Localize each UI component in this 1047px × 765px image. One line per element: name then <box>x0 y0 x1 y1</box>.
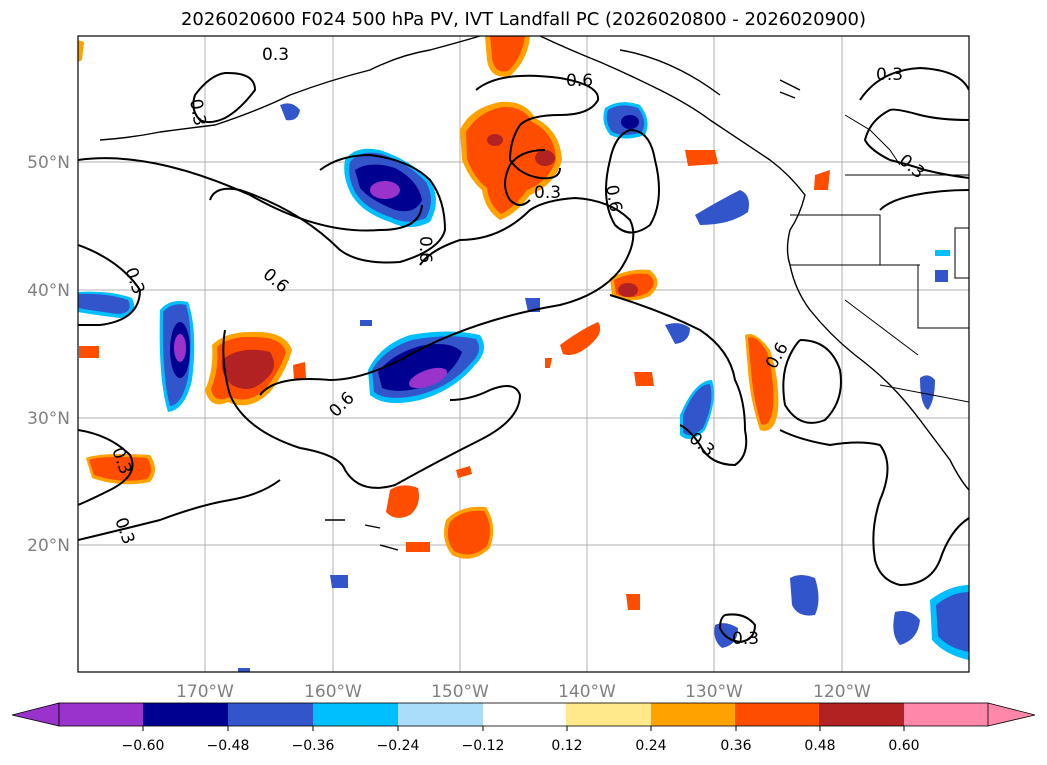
colorbar-segment <box>735 703 821 726</box>
contour-label: 0.3 <box>876 65 903 85</box>
lon-label: 130°W <box>685 682 743 702</box>
lat-label: 40°N <box>27 281 70 301</box>
lon-label: 160°W <box>304 682 362 702</box>
contour-label: 0.3 <box>262 45 289 65</box>
pv-contours <box>78 66 969 644</box>
contour-label: 0.6 <box>415 236 435 263</box>
colorbar-tick-label: 0.36 <box>720 738 751 754</box>
colorbar-tick-label: −0.60 <box>122 738 165 754</box>
lat-label: 30°N <box>27 409 70 429</box>
contour-label: 0.3 <box>732 629 759 649</box>
lon-label: 170°W <box>176 682 234 702</box>
contour-label: 0.3 <box>185 97 209 127</box>
colorbar-tick-label: −0.24 <box>377 738 420 754</box>
lon-label: 120°W <box>813 682 871 702</box>
colorbar: −0.60 −0.48 −0.36 −0.24 −0.12 0.12 0.24 … <box>11 702 1036 754</box>
colorbar-segment <box>398 703 484 726</box>
colorbar-segment <box>228 703 314 726</box>
colorbar-tick-label: 0.60 <box>888 738 919 754</box>
gridlines <box>78 36 969 672</box>
lat-label: 50°N <box>27 153 70 173</box>
colorbar-tick-label: 0.24 <box>635 738 666 754</box>
coastlines <box>99 36 969 551</box>
colorbar-extend-low <box>11 702 60 727</box>
colorbar-tick-label: 0.12 <box>551 738 582 754</box>
lon-label: 140°W <box>558 682 616 702</box>
contour-label: 0.6 <box>566 71 593 91</box>
negative-anomaly-areas <box>78 102 969 672</box>
lon-label: 150°W <box>431 682 489 702</box>
lat-label: 20°N <box>27 536 70 556</box>
colorbar-tick-label: −0.36 <box>292 738 335 754</box>
colorbar-segment <box>566 703 652 726</box>
colorbar-segment <box>819 703 905 726</box>
contour-label: 0.3 <box>534 183 561 203</box>
latitude-labels: 50°N 40°N 30°N 20°N <box>27 153 70 556</box>
colorbar-segment <box>483 703 569 726</box>
contour-label: 0.6 <box>601 183 625 213</box>
colorbar-extend-high <box>904 703 1035 726</box>
colorbar-tick-label: −0.12 <box>462 738 505 754</box>
colorbar-segment <box>651 703 737 726</box>
colorbar-segment <box>143 703 229 726</box>
figure-title: 2026020600 F024 500 hPa PV, IVT Landfall… <box>180 9 867 30</box>
longitude-labels: 170°W 160°W 150°W 140°W 130°W 120°W <box>176 682 871 702</box>
colorbar-tick-label: −0.48 <box>207 738 250 754</box>
colorbar-ticks <box>142 726 905 731</box>
colorbar-segment <box>59 703 144 726</box>
colorbar-tick-label: 0.48 <box>804 738 835 754</box>
colorbar-segment <box>313 703 399 726</box>
map-frame <box>77 35 970 673</box>
borders <box>790 114 969 403</box>
